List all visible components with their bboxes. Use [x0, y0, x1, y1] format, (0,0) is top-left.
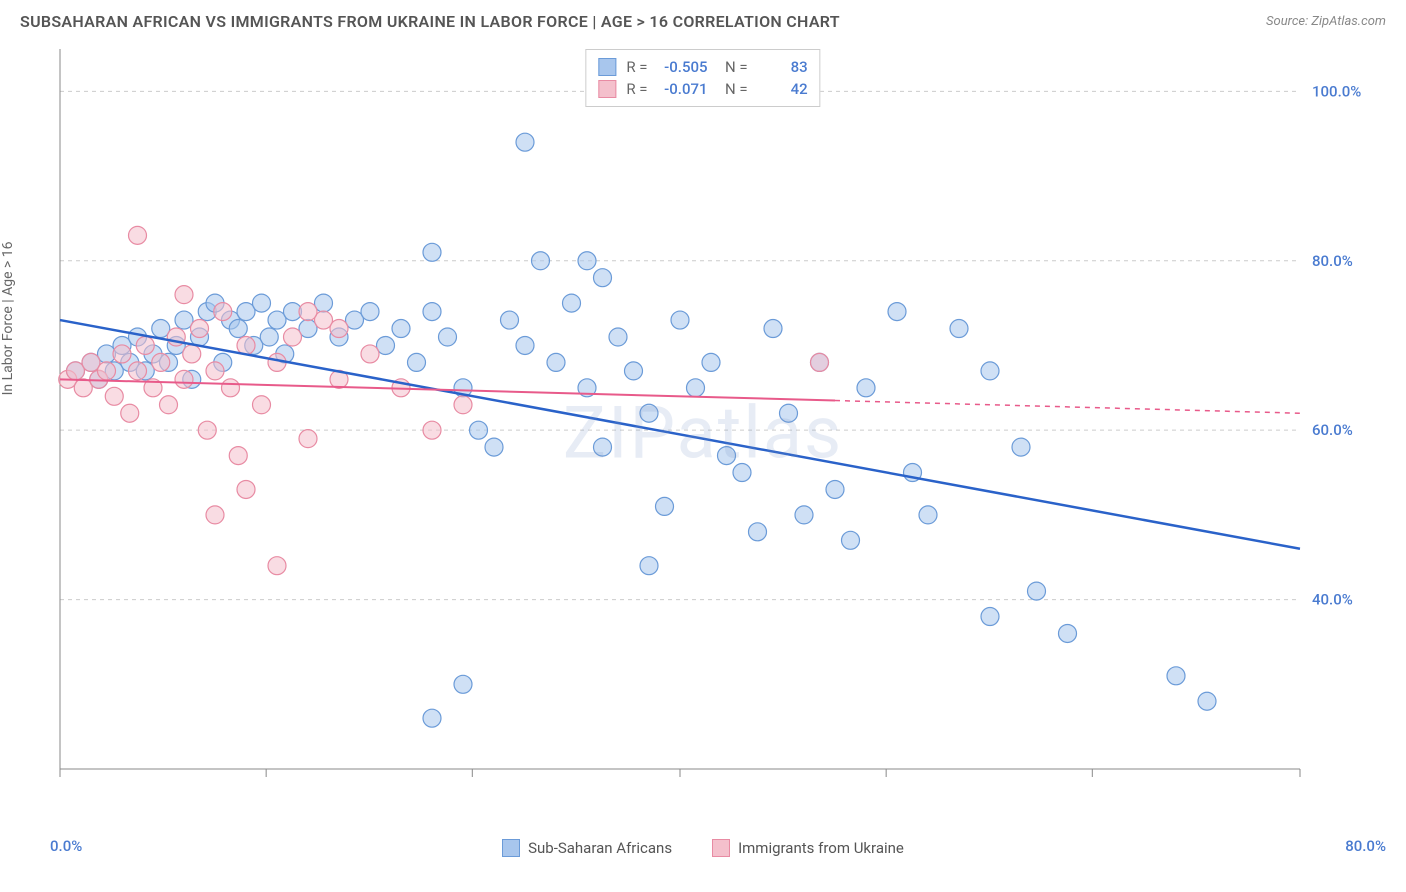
stat-r-value-1: -0.505 — [658, 58, 708, 76]
stat-r-value-2: -0.071 — [658, 80, 708, 98]
stat-n-value-1: 83 — [758, 58, 808, 76]
legend-item-series2: Immigrants from Ukraine — [712, 839, 904, 857]
legend-label-1: Sub-Saharan Africans — [528, 839, 672, 857]
chart-container: In Labor Force | Age > 16 40.0% 60.0% 80.0… — [0, 39, 1406, 859]
page-title: SUBSAHARAN AFRICAN VS IMMIGRANTS FROM UK… — [20, 12, 840, 31]
y-axis-label: In Labor Force | Age > 16 — [0, 241, 16, 395]
legend-swatch-icon — [712, 839, 730, 857]
legend-label-2: Immigrants from Ukraine — [738, 839, 904, 857]
stat-r-label: R = — [626, 58, 647, 76]
svg-text:80.0%: 80.0% — [1312, 252, 1353, 270]
legend-row-series1: R = -0.505 N = 83 — [598, 56, 807, 78]
legend-row-series2: R = -0.071 N = 42 — [598, 78, 807, 100]
legend-swatch-icon — [502, 839, 520, 857]
stat-n-value-2: 42 — [758, 80, 808, 98]
stat-n-label: N = — [718, 80, 748, 98]
correlation-legend: R = -0.505 N = 83 R = -0.071 N = 42 — [585, 49, 820, 107]
svg-text:40.0%: 40.0% — [1312, 591, 1353, 609]
series-legend: Sub-Saharan Africans Immigrants from Ukr… — [0, 839, 1406, 857]
source-attribution: Source: ZipAtlas.com — [1266, 14, 1386, 29]
header: SUBSAHARAN AFRICAN VS IMMIGRANTS FROM UK… — [0, 0, 1406, 39]
legend-swatch-series2 — [598, 80, 616, 98]
scatter-plot: 40.0% 60.0% 80.0% 100.0% — [50, 49, 1370, 809]
legend-item-series1: Sub-Saharan Africans — [502, 839, 672, 857]
legend-swatch-series1 — [598, 58, 616, 76]
stat-n-label: N = — [718, 58, 748, 76]
stat-r-label: R = — [626, 80, 647, 98]
svg-text:60.0%: 60.0% — [1312, 421, 1353, 439]
svg-text:100.0%: 100.0% — [1312, 82, 1361, 100]
